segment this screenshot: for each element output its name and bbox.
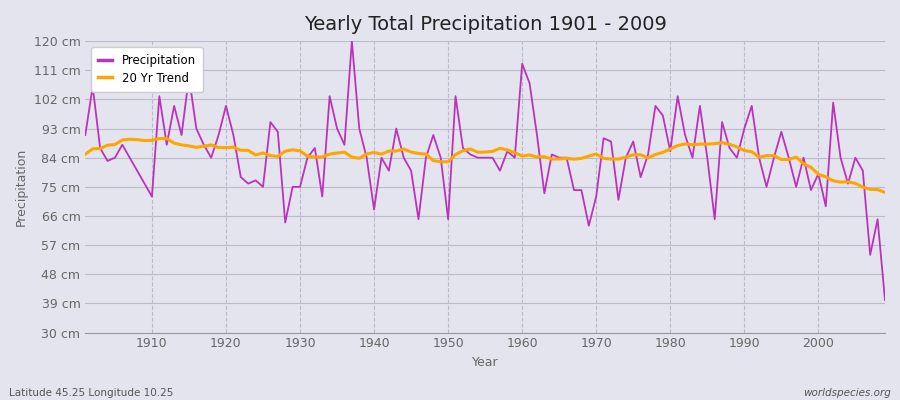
Text: Latitude 45.25 Longitude 10.25: Latitude 45.25 Longitude 10.25 [9, 388, 174, 398]
Precipitation [346, 39, 357, 44]
Precipitation [517, 61, 527, 66]
20 Yr Trend [154, 136, 165, 141]
20 Yr Trend [613, 156, 624, 161]
20 Yr Trend [524, 152, 535, 157]
20 Yr Trend [879, 190, 890, 195]
20 Yr Trend [80, 152, 91, 156]
20 Yr Trend [310, 155, 320, 160]
Text: worldspecies.org: worldspecies.org [803, 388, 891, 398]
Precipitation [613, 198, 624, 202]
Y-axis label: Precipitation: Precipitation [15, 148, 28, 226]
X-axis label: Year: Year [472, 356, 499, 369]
20 Yr Trend [517, 154, 527, 158]
Line: Precipitation: Precipitation [86, 41, 885, 300]
Precipitation [354, 126, 364, 131]
Precipitation [302, 155, 313, 160]
20 Yr Trend [354, 156, 364, 161]
Precipitation [140, 181, 150, 186]
Line: 20 Yr Trend: 20 Yr Trend [86, 138, 885, 192]
Legend: Precipitation, 20 Yr Trend: Precipitation, 20 Yr Trend [91, 47, 203, 92]
Title: Yearly Total Precipitation 1901 - 2009: Yearly Total Precipitation 1901 - 2009 [303, 15, 667, 34]
Precipitation [879, 298, 890, 302]
20 Yr Trend [140, 138, 150, 143]
Precipitation [524, 81, 535, 86]
Precipitation [80, 133, 91, 138]
